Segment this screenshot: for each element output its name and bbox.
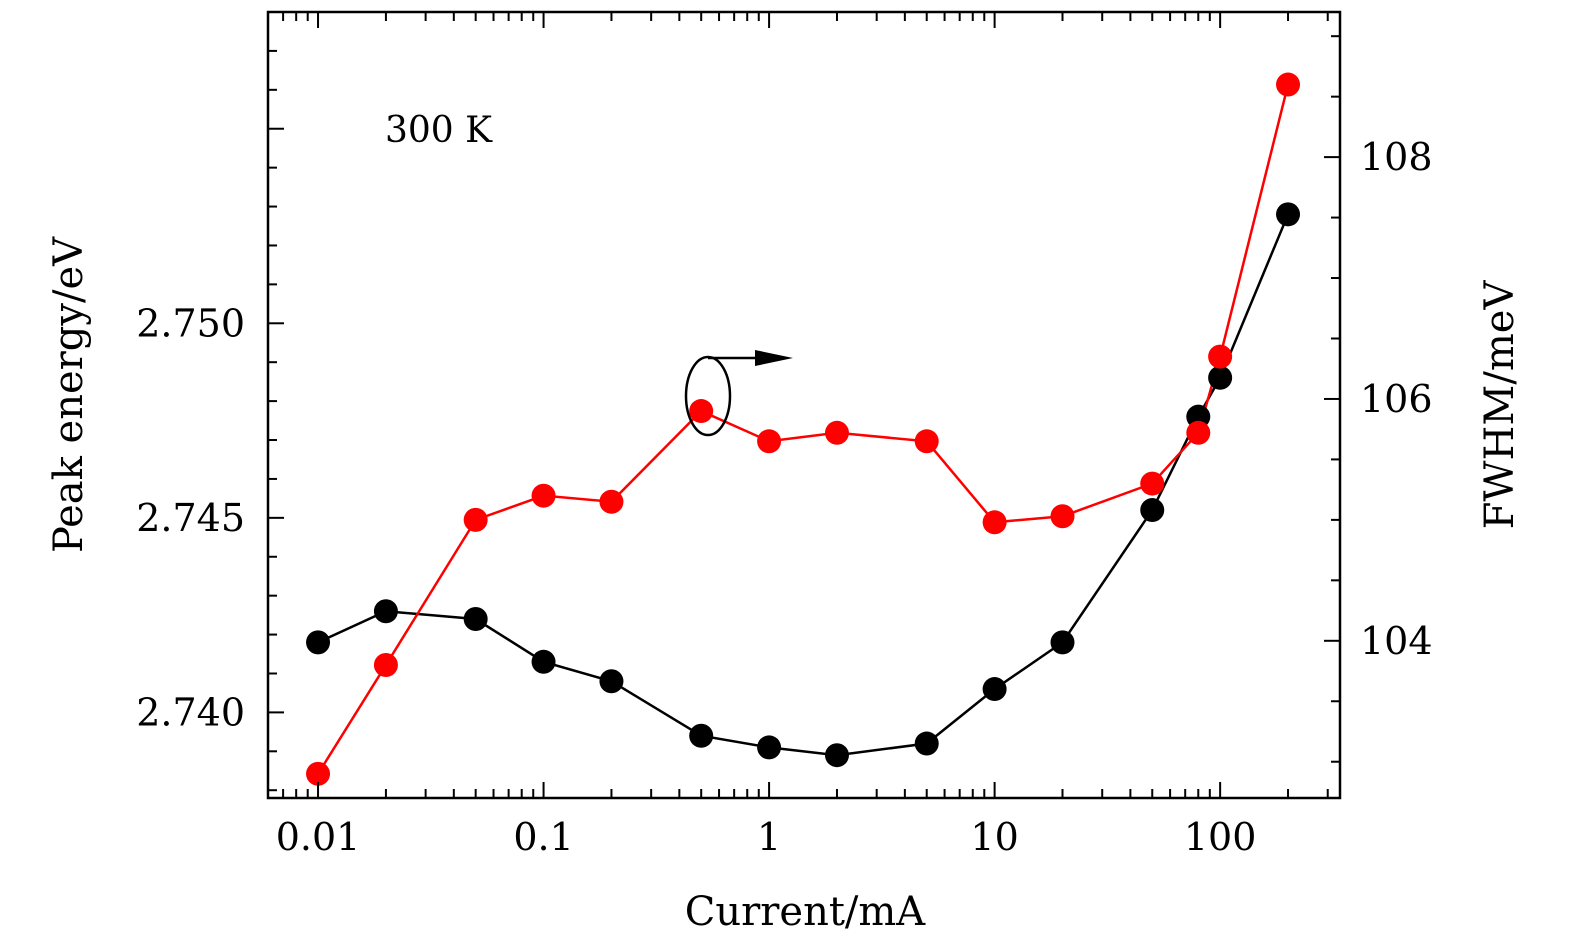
data-point-left xyxy=(689,723,714,748)
data-point-right xyxy=(824,420,849,445)
data-point-right xyxy=(531,483,556,508)
data-point-right xyxy=(689,399,714,424)
y-left-tick-label: 2.750 xyxy=(136,301,245,345)
series-line-right xyxy=(316,84,1290,775)
data-point-right xyxy=(306,761,331,786)
data-point-right xyxy=(1208,344,1233,369)
marker-ellipse xyxy=(684,355,732,437)
data-point-left xyxy=(982,677,1007,702)
data-point-right xyxy=(373,652,398,677)
data-point-right xyxy=(599,489,624,514)
temperature-annotation: 300 K xyxy=(385,110,493,151)
series-lines xyxy=(316,84,1290,775)
data-point-left xyxy=(1050,630,1075,655)
data-point-right xyxy=(1050,504,1075,529)
data-point-right xyxy=(757,429,782,454)
x-tick-label: 1 xyxy=(757,815,781,859)
data-point-left xyxy=(306,630,331,655)
data-point-left xyxy=(373,599,398,624)
y-right-tick-label: 106 xyxy=(1360,377,1433,421)
x-tick-label: 100 xyxy=(1184,815,1257,859)
data-point-right xyxy=(914,429,939,454)
data-point-right xyxy=(1140,471,1165,496)
tick-labels: 0.01 0.1 1 10 100 2.740 2.745 2.750 104 106 108 xyxy=(136,135,1432,859)
series-points xyxy=(306,72,1301,786)
y-axis-label-left: Peak energy/eV xyxy=(46,236,92,553)
y-right-tick-label: 104 xyxy=(1360,619,1433,663)
data-point-right xyxy=(463,507,488,532)
axes xyxy=(266,10,1342,800)
data-point-right xyxy=(1276,72,1301,97)
data-point-left xyxy=(1140,498,1165,523)
y-axis-label-right: FWHM/meV xyxy=(1477,280,1523,530)
data-point-left xyxy=(531,649,556,674)
data-point-right xyxy=(982,510,1007,535)
arrow-marker xyxy=(684,350,793,437)
y-left-tick-label: 2.745 xyxy=(136,496,245,540)
marker-arrow-head xyxy=(755,350,793,366)
y-left-tick-label: 2.740 xyxy=(136,690,245,734)
data-point-left xyxy=(599,669,624,694)
data-point-right xyxy=(1186,420,1211,445)
data-point-left xyxy=(1276,202,1301,227)
x-tick-label: 10 xyxy=(970,815,1018,859)
ticks xyxy=(267,11,1340,798)
plot-frame xyxy=(266,10,1342,800)
data-point-left xyxy=(824,743,849,768)
x-tick-label: 0.1 xyxy=(513,815,573,859)
x-tick-label: 0.01 xyxy=(276,815,361,859)
data-point-left xyxy=(757,735,782,760)
x-axis-label: Current/mA xyxy=(685,889,927,935)
y-right-tick-label: 108 xyxy=(1360,135,1433,179)
data-point-left xyxy=(463,607,488,632)
data-point-left xyxy=(1208,365,1233,390)
data-point-left xyxy=(914,731,939,756)
